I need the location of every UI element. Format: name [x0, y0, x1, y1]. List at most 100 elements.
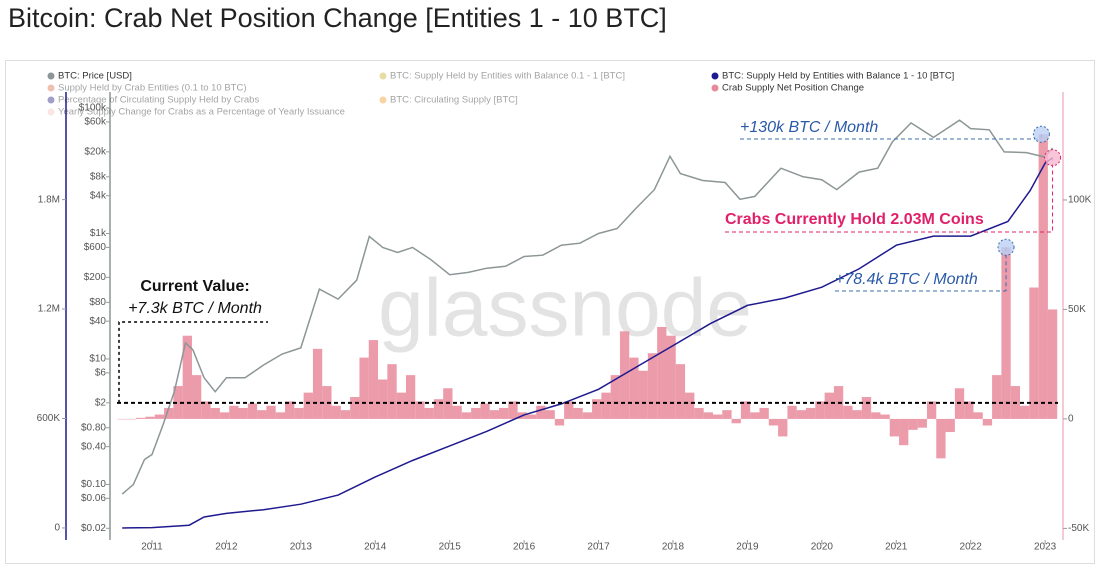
net-change-bar	[712, 414, 723, 419]
legend-label: Crab Supply Net Position Change	[722, 83, 864, 94]
net-change-bar	[117, 418, 127, 420]
net-change-bar	[787, 405, 797, 419]
annotation: +7.3k BTC / Month	[128, 300, 262, 317]
net-change-bar	[322, 386, 332, 419]
series-line	[122, 157, 1054, 529]
net-change-bar	[675, 364, 686, 419]
legend-marker	[711, 84, 719, 92]
net-change-bar	[210, 407, 220, 419]
net-change-bar	[1029, 287, 1039, 419]
y-tick-label: 0	[1068, 414, 1074, 425]
annotation: +130k BTC / Month	[740, 119, 878, 136]
net-change-bar	[964, 401, 974, 419]
net-change-bar	[471, 407, 481, 419]
net-change-bar	[350, 397, 360, 419]
net-change-bar	[266, 405, 276, 419]
series-line	[121, 119, 1054, 495]
x-tick-label: 2012	[215, 542, 238, 553]
annotation: Crabs Currently Hold 2.03M Coins	[725, 211, 984, 228]
y-tick-label: 100K	[1068, 195, 1092, 206]
y-tick-label: $1k	[90, 228, 107, 239]
y-tick-label: $60k	[84, 117, 107, 128]
net-change-bar	[582, 412, 593, 419]
y-tick-label: $100k	[79, 103, 107, 114]
legend-label: BTC: Circulating Supply [BTC]	[390, 95, 518, 106]
net-change-bar	[424, 407, 434, 419]
y-tick-label: $2	[95, 397, 107, 408]
net-change-bar	[880, 414, 890, 419]
net-change-bar	[508, 401, 518, 419]
net-change-bar	[815, 401, 825, 419]
net-change-bar	[601, 392, 611, 419]
net-change-bar	[1038, 134, 1048, 419]
net-change-bar	[378, 379, 388, 419]
net-change-bar	[499, 407, 509, 419]
y-tick-label: $0.80	[81, 422, 106, 433]
net-change-bar	[852, 410, 862, 419]
y-tick-label: -50K	[1068, 523, 1089, 534]
x-tick-label: 2020	[811, 542, 834, 553]
net-change-bar	[908, 418, 918, 430]
net-change-bar	[703, 412, 713, 419]
net-change-bar	[861, 397, 872, 419]
legend-marker	[47, 84, 55, 92]
net-change-bar	[536, 405, 546, 419]
net-change-bar	[191, 375, 202, 419]
y-tick-label: $0.06	[81, 493, 106, 504]
legend-label: BTC: Supply Held by Entities with Balanc…	[390, 71, 625, 82]
net-change-bar	[806, 407, 816, 419]
net-change-bar	[973, 412, 983, 419]
y-tick-label: $4k	[90, 190, 107, 201]
net-change-bar	[387, 364, 397, 419]
net-change-bar	[992, 375, 1002, 419]
net-change-bar	[768, 418, 779, 426]
net-change-bar	[526, 414, 537, 419]
x-tick-label: 2013	[290, 542, 313, 553]
net-change-bar	[303, 392, 313, 419]
net-change-bar	[545, 410, 555, 419]
net-change-bar	[638, 370, 648, 419]
annotation-title: Current Value:	[140, 278, 249, 295]
y-tick-label: $6	[95, 368, 107, 379]
net-change-bar	[759, 407, 769, 419]
y-tick-label: 50K	[1068, 304, 1086, 315]
net-change-bar	[164, 407, 174, 419]
net-change-bar	[619, 331, 630, 419]
net-change-bar	[257, 410, 267, 419]
net-change-bar	[238, 407, 248, 419]
net-change-bar	[694, 407, 704, 419]
chart-frame	[5, 60, 1095, 564]
net-change-bar	[136, 417, 146, 419]
net-change-bar	[889, 418, 900, 437]
legend-marker	[711, 72, 719, 80]
net-change-bar	[331, 405, 341, 419]
y-tick-label: $600	[84, 242, 107, 253]
net-change-bar	[368, 340, 379, 419]
net-change-bar	[480, 403, 490, 419]
x-tick-label: 2014	[364, 542, 387, 553]
net-change-bar	[936, 418, 946, 459]
x-tick-label: 2021	[885, 542, 908, 553]
net-change-bar	[229, 405, 239, 419]
net-change-bar	[592, 399, 602, 419]
net-change-bar	[1001, 247, 1011, 419]
y-tick-label: 0	[54, 523, 60, 534]
x-tick-label: 2011	[141, 542, 163, 553]
net-change-bar	[778, 418, 788, 437]
net-change-bar	[1047, 309, 1058, 419]
net-change-bar	[405, 375, 416, 419]
legend-label: BTC: Supply Held by Entities with Balanc…	[722, 71, 954, 82]
legend-marker	[379, 96, 387, 104]
net-change-bar	[489, 410, 500, 419]
net-change-bar	[294, 407, 304, 419]
net-change-bar	[201, 401, 211, 419]
x-tick-label: 2016	[513, 542, 536, 553]
highlight-circle	[1032, 125, 1050, 143]
x-tick-label: 2015	[439, 542, 462, 553]
y-tick-label: $0.40	[81, 441, 106, 452]
net-change-bar	[340, 410, 351, 419]
net-change-bar	[926, 401, 937, 419]
net-change-bar	[433, 399, 444, 419]
x-tick-label: 2019	[736, 542, 759, 553]
